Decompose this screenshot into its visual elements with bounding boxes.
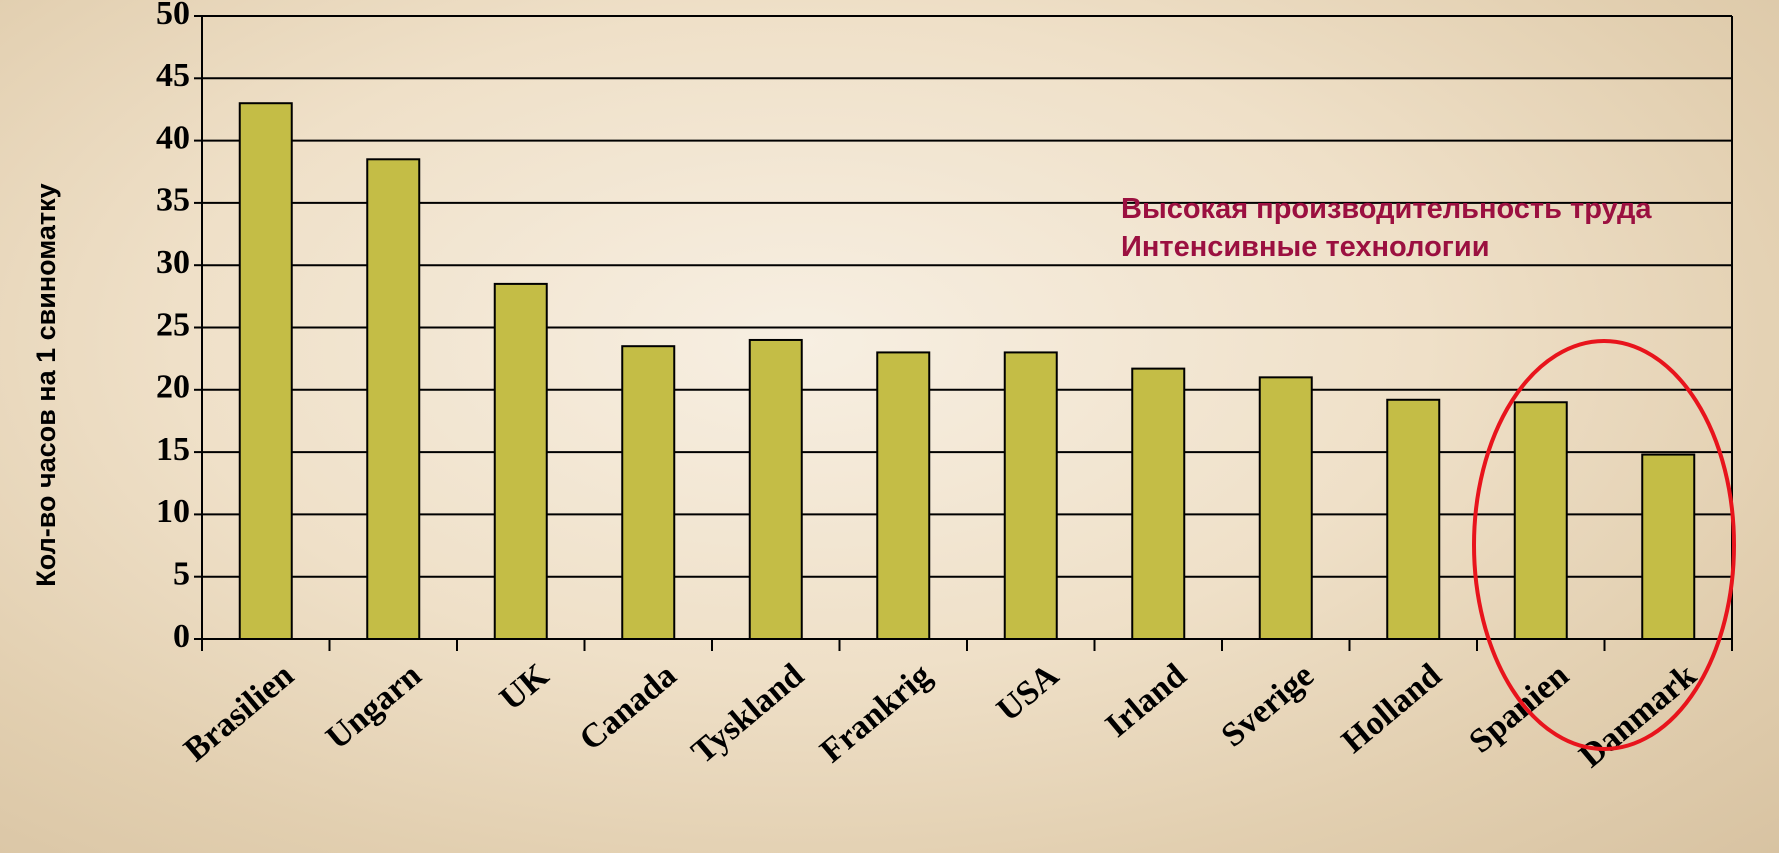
y-axis-label: Кол-во часов на 1 свиноматку <box>31 183 61 586</box>
bar <box>493 282 548 640</box>
bar <box>621 345 676 640</box>
x-tick-label: UK <box>493 656 556 717</box>
y-tick-label: 35 <box>156 182 190 219</box>
x-tick-label: Holland <box>1335 657 1449 761</box>
annotation-line: Высокая производительность труда <box>1121 193 1652 225</box>
bar <box>238 102 293 641</box>
x-tick-label: Ungarn <box>319 657 428 757</box>
bar <box>876 351 931 640</box>
y-tick-label: 50 <box>156 0 190 32</box>
y-tick-label: 25 <box>156 306 190 343</box>
x-tick-label: USA <box>990 657 1066 729</box>
x-tick-label: Brasilien <box>177 657 301 769</box>
y-tick-label: 10 <box>156 493 190 530</box>
y-tick-label: 45 <box>156 57 190 94</box>
bar <box>1386 398 1441 640</box>
y-tick-label: 15 <box>156 431 190 468</box>
annotation-line: Интенсивные технологии <box>1121 231 1490 263</box>
bar <box>1131 367 1186 640</box>
bar <box>1641 453 1696 641</box>
bar <box>1003 351 1058 640</box>
x-tick-label: Canada <box>573 657 684 758</box>
bar <box>748 338 803 640</box>
bar <box>366 158 421 640</box>
x-tick-label: Sverige <box>1215 657 1321 755</box>
annotation: Высокая производительность труда Интенси… <box>1121 190 1761 266</box>
y-tick-label: 30 <box>156 244 190 281</box>
y-tick-label: 5 <box>173 555 190 592</box>
bar <box>1258 376 1313 640</box>
highlight-ellipse <box>1472 339 1736 751</box>
x-tick-label: Tyskland <box>685 657 811 771</box>
y-tick-label: 20 <box>156 369 190 406</box>
x-tick-label: Spanien <box>1462 657 1576 761</box>
y-tick-label: 40 <box>156 119 190 156</box>
y-tick-label: 0 <box>173 618 190 655</box>
x-tick-label: Frankrig <box>813 657 938 770</box>
x-tick-label: Irland <box>1099 657 1194 745</box>
bar <box>1513 401 1568 641</box>
x-tick-label: Danmark <box>1573 657 1704 775</box>
